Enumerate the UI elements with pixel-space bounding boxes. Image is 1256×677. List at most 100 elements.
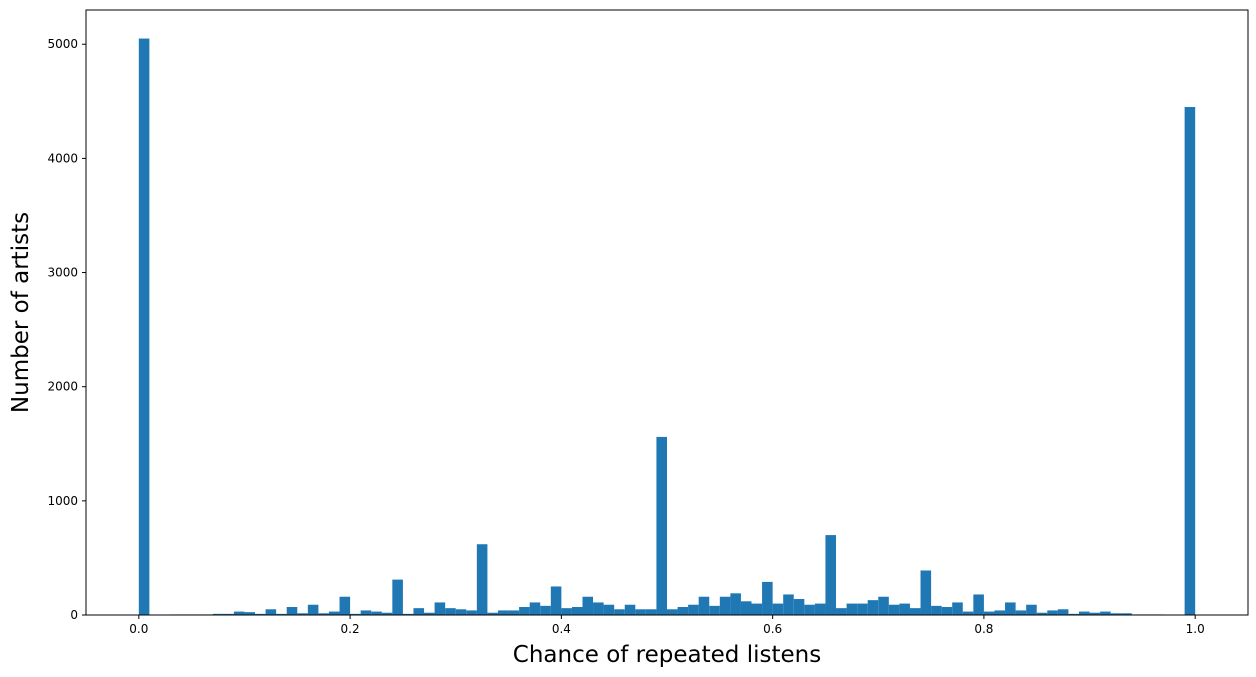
histogram-bar [909, 608, 921, 615]
histogram-bar [709, 605, 720, 615]
histogram-bar [582, 596, 594, 615]
histogram-bar [614, 609, 625, 615]
histogram-bar [1100, 611, 1111, 615]
histogram-bar [1015, 610, 1027, 615]
y-axis-label: Number of artists [8, 212, 34, 413]
y-tick-label: 1000 [47, 494, 78, 508]
histogram-bar [740, 601, 752, 615]
histogram-bar [1026, 604, 1037, 615]
histogram-bar [593, 602, 604, 615]
histogram-bar [297, 613, 308, 615]
histogram-bar [878, 596, 889, 615]
histogram-bar [698, 596, 710, 615]
histogram-bar [751, 603, 763, 615]
histogram-bar [561, 608, 572, 615]
histogram-bar [688, 604, 699, 615]
histogram-bar [899, 603, 910, 615]
histogram-bar [265, 609, 277, 615]
histogram-bar [846, 603, 858, 615]
histogram-bar [424, 612, 435, 615]
histogram-bar [360, 610, 372, 615]
histogram-bar [952, 602, 963, 615]
histogram-bar [1078, 611, 1090, 615]
histogram-bar [730, 593, 741, 615]
histogram-bar [677, 607, 689, 615]
histogram-bar [402, 613, 414, 615]
histogram-bar [413, 608, 425, 615]
histogram-bar [233, 611, 245, 615]
y-tick-label: 0 [70, 608, 78, 622]
histogram-bar [783, 594, 794, 615]
histogram-bar [994, 610, 1006, 615]
x-tick-label: 0.4 [552, 622, 571, 636]
histogram-bar [667, 609, 678, 615]
histogram-bar [223, 613, 234, 615]
x-axis-ticks: 0.0 0.2 0.4 0.6 0.8 1.0 [129, 615, 1205, 636]
histogram-bar [857, 603, 868, 615]
plot-frame [85, 9, 1249, 616]
x-tick-label: 1.0 [1186, 622, 1205, 636]
histogram-bar [772, 603, 784, 615]
histogram-bar [138, 38, 150, 616]
histogram-bar [381, 612, 393, 615]
histogram-bar [1036, 612, 1048, 615]
histogram-bar [825, 535, 837, 615]
histogram-bar [255, 613, 266, 615]
histogram-bar [867, 600, 879, 615]
histogram-bar [244, 612, 256, 615]
histogram-bar [276, 613, 287, 615]
histogram-bar [487, 612, 498, 615]
histogram-bar [466, 610, 477, 615]
x-tick-label: 0.6 [763, 622, 782, 636]
histogram-bar [836, 608, 847, 615]
histogram-bar [793, 599, 805, 615]
histogram-bar [307, 604, 319, 615]
histogram-bar [571, 607, 583, 615]
histogram-bar [635, 609, 646, 615]
histogram-bar [476, 544, 488, 615]
histogram-bar [603, 604, 615, 615]
histogram-bar [529, 602, 541, 615]
histogram-bar [497, 610, 509, 615]
histogram-bar [983, 611, 995, 615]
histogram-bar [719, 596, 731, 615]
histogram-bar [519, 607, 530, 615]
x-tick-label: 0.0 [129, 622, 148, 636]
histogram-bar [762, 581, 773, 615]
histogram-bar [339, 596, 351, 615]
histogram-bar [445, 608, 456, 615]
y-tick-label: 4000 [47, 151, 78, 165]
histogram-bar [550, 586, 562, 615]
histogram-bar [392, 579, 403, 615]
histogram-bar [973, 594, 984, 615]
histogram-bar [1184, 107, 1196, 615]
histogram-bar [371, 611, 382, 615]
histogram-bar [645, 609, 657, 615]
y-axis-ticks: 0 1000 2000 3000 4000 5000 [47, 37, 86, 622]
y-tick-label: 2000 [47, 380, 78, 394]
histogram-bar [804, 604, 815, 615]
histogram-bar [286, 607, 298, 615]
histogram-bar [1047, 610, 1058, 615]
histogram-bar [455, 609, 467, 615]
histogram-bar [328, 611, 340, 615]
histogram-bar [656, 436, 667, 615]
histogram-bar [920, 570, 932, 615]
bars-group [138, 38, 1196, 616]
histogram-bar [212, 613, 224, 615]
y-tick-label: 5000 [47, 37, 78, 51]
histogram-bar [1057, 609, 1069, 615]
x-tick-label: 0.2 [341, 622, 360, 636]
histogram-bar [508, 610, 520, 615]
histogram-bar [318, 613, 329, 615]
x-axis-label: Chance of repeated listens [513, 642, 821, 668]
histogram-bar [350, 613, 361, 615]
histogram-bar [962, 611, 974, 615]
histogram-bar [1068, 613, 1079, 615]
histogram-bar [888, 604, 900, 615]
x-tick-label: 0.8 [974, 622, 993, 636]
histogram-bar [941, 607, 953, 615]
histogram-bar [540, 605, 551, 615]
histogram-bar [814, 603, 826, 615]
